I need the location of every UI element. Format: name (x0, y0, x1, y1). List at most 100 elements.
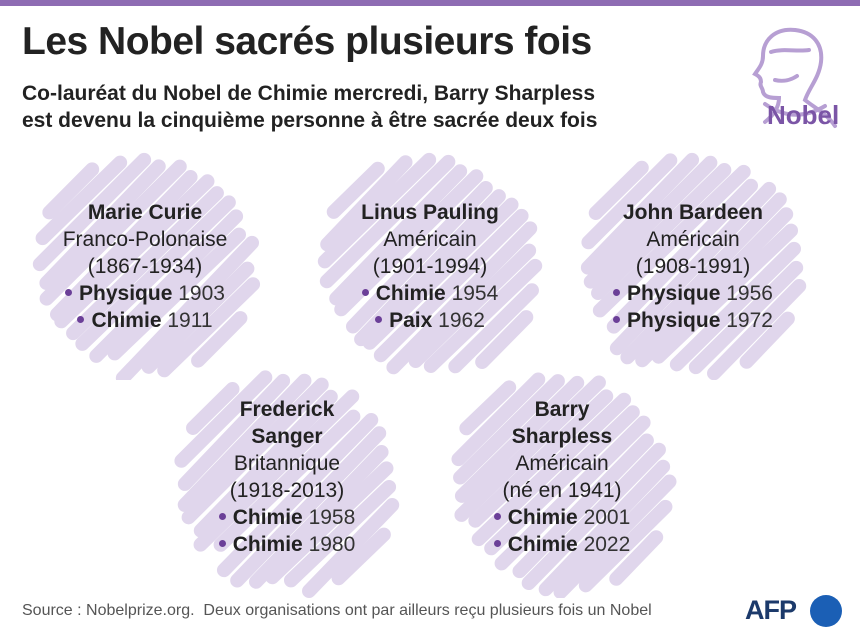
scribble-stroke (265, 461, 394, 585)
scribble-stroke (42, 162, 100, 220)
life-dates: (1901-1994) (372, 255, 488, 278)
scribble-stroke (578, 499, 673, 593)
scribble-stroke (494, 415, 651, 571)
prize-year: 2001 (583, 506, 631, 529)
scribble-stroke (329, 164, 468, 306)
prize: Chimie 2001 (442, 504, 682, 531)
scribble-stroke (651, 223, 799, 364)
laureate-card: Marie Curie Franco-Polonaise (1867-1934) Ph… (25, 150, 265, 380)
prize: Chimie 1980 (167, 531, 407, 558)
scribble-stroke (475, 310, 534, 369)
scribble-stroke (326, 161, 385, 219)
scribble-stroke (580, 152, 700, 275)
scribble-stroke (317, 152, 437, 269)
scribble-stroke (230, 426, 387, 588)
prize-year: 1962 (438, 309, 485, 332)
laureate-card: Linus Pauling Américain (1901-1994) Chimie … (310, 150, 550, 380)
prize-year: 1958 (308, 506, 356, 529)
scribble-stroke (583, 155, 718, 289)
laureate-name: John Bardeen (622, 201, 764, 224)
bullet (65, 288, 73, 296)
scribble-stroke (581, 153, 678, 250)
scribble-stroke (319, 154, 456, 289)
laureate-text: Linus Pauling Américain (1901-1994) Chimie … (310, 199, 550, 334)
scribble-stroke (454, 375, 585, 503)
bullet (218, 512, 226, 520)
prize: Chimie 1958 (167, 504, 407, 531)
scribble-stroke (32, 152, 152, 272)
bullet (361, 288, 369, 296)
prize-field: Chimie (91, 309, 162, 332)
scribble-stroke (345, 180, 493, 334)
laureate-text: Frederick Sanger Britannique (1918-2013) Ch… (167, 396, 407, 558)
prize-field: Chimie (507, 506, 578, 529)
scribble-stroke (66, 186, 224, 341)
laureate-name: Linus Pauling (361, 201, 499, 224)
subtitle-line: est devenu la cinquième personne à être … (22, 109, 598, 132)
scribble-stroke (669, 241, 801, 372)
scribble-stroke (334, 169, 484, 317)
scribble-stroke (249, 445, 389, 589)
laureate-text: Barry Sharpless Américain (né en 1941) Chim… (442, 396, 682, 558)
scribble-stroke (538, 459, 671, 597)
scribble-stroke (459, 380, 517, 436)
nationality: Britannique (233, 452, 341, 475)
scribble-stroke (453, 374, 565, 485)
bullet (493, 512, 501, 520)
prize-field: Paix (389, 309, 433, 332)
scribble-stroke (454, 375, 606, 522)
scribble-stroke (177, 373, 312, 512)
scribble (32, 152, 261, 380)
scribble-stroke (408, 243, 537, 369)
scribble-stroke (141, 261, 255, 374)
scribble-stroke (107, 227, 247, 361)
scribble-stroke (331, 527, 391, 586)
laureate-card: Barry Sharpless Américain (né en 1941) Chim… (442, 368, 682, 598)
scribble-stroke (186, 382, 240, 435)
prize-field: Physique (627, 309, 721, 332)
subtitle: Co-lauréat du Nobel de Chimie mercredi, … (22, 80, 597, 134)
scribble-stroke (468, 389, 614, 528)
prize-year: 1903 (178, 282, 225, 305)
prize-year: 2022 (583, 533, 631, 556)
scribble-stroke (423, 258, 543, 373)
scribble-stroke (521, 442, 666, 591)
prize: Physique 1956 (573, 280, 813, 307)
scribble-stroke (471, 392, 632, 547)
bullet (493, 539, 501, 547)
scribble-stroke (193, 389, 360, 552)
nobel-medal (752, 27, 837, 128)
bullet (375, 315, 383, 323)
scribble (317, 152, 543, 375)
prize-field: Physique (79, 282, 173, 305)
laureate-name: Marie Curie (87, 201, 203, 224)
life-dates: (1918-2013) (229, 479, 345, 502)
scribble-stroke (448, 283, 539, 374)
bullet (613, 288, 621, 296)
scribble-stroke (302, 498, 400, 598)
laureate-card: Frederick Sanger Britannique (1918-2013) Ch… (167, 368, 407, 598)
scribble-stroke (609, 530, 664, 586)
bullet (613, 315, 621, 323)
prize-year: 1911 (167, 309, 213, 332)
scribble-stroke (54, 174, 215, 329)
scribble-stroke (39, 159, 166, 291)
prize: Chimie 1911 (25, 307, 265, 334)
scribble-stroke (320, 155, 413, 252)
scribble-stroke (591, 163, 732, 300)
scribble (580, 152, 807, 380)
life-dates: (1908-1991) (635, 255, 751, 278)
scribble-stroke (115, 235, 260, 380)
prize: Chimie 2022 (442, 531, 682, 558)
laureate-text: John Bardeen Américain (1908-1991) Physique… (573, 199, 813, 334)
scribble-stroke (216, 412, 379, 578)
subtitle-line: Co-lauréat du Nobel de Chimie mercredi, … (22, 82, 596, 105)
scribble-stroke (609, 181, 777, 356)
prize-field: Chimie (232, 533, 303, 556)
prize-field: Chimie (232, 506, 303, 529)
scribble-stroke (181, 377, 329, 525)
nationality: Franco-Polonaise (62, 228, 228, 251)
laureate-name: Barry Sharpless (511, 398, 613, 448)
scribble-stroke (35, 155, 128, 246)
